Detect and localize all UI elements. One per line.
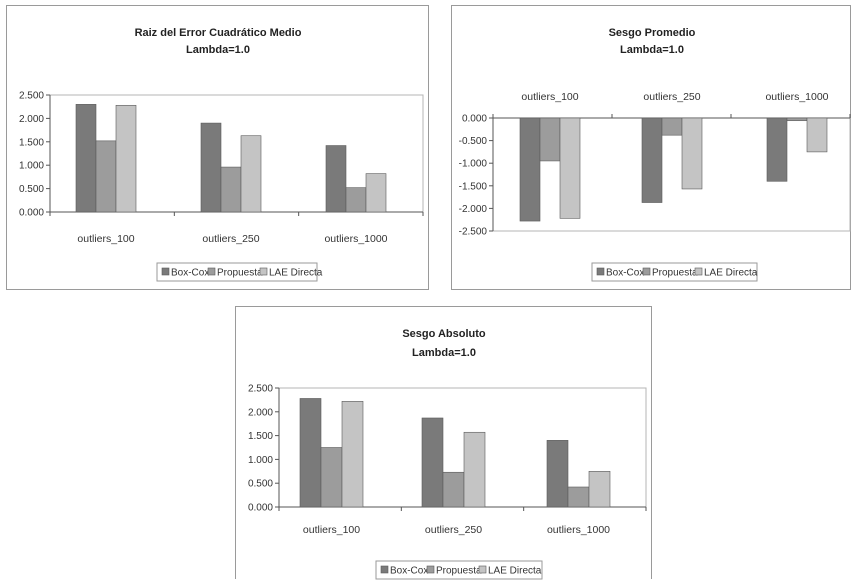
x-tick-label: outliers_1000 (547, 524, 610, 536)
y-tick-label: -2.000 (459, 204, 488, 215)
y-tick-label: 2.500 (19, 91, 44, 102)
y-tick-label: 1.500 (19, 137, 44, 148)
y-tick-label: 2.000 (248, 407, 273, 418)
chart-sesgo-absoluto: Sesgo Absoluto Lambda=1.0 2.500 2.000 1.50… (248, 328, 647, 580)
legend-swatch (694, 267, 703, 276)
bar-box-cox (325, 145, 347, 213)
legend-label: LAE Directa (269, 268, 323, 279)
legend-swatch (207, 267, 216, 276)
bar-box-cox (546, 440, 569, 508)
y-tick-label: 0.000 (462, 114, 487, 125)
bar-propuesta (786, 117, 808, 122)
bar-box-cox (766, 117, 788, 182)
y-tick-label: -1.500 (459, 181, 488, 192)
chart-subtitle: Lambda=1.0 (412, 347, 476, 359)
bar-propuesta (442, 471, 465, 508)
y-tick-label: 0.500 (19, 184, 44, 195)
bar-lae-directa (559, 117, 581, 219)
y-tick-label: 1.000 (19, 161, 44, 172)
legend-label: LAE Directa (488, 566, 542, 577)
y-tick-label: 2.000 (19, 114, 44, 125)
chart-title: Raiz del Error Cuadrático Medio (135, 27, 302, 39)
legend-label: Box-Cox (606, 268, 644, 279)
bar-lae-directa (463, 431, 486, 508)
bar-lae-directa (806, 117, 828, 153)
y-tick-label: 1.000 (248, 455, 273, 466)
y-tick-label: 0.000 (248, 503, 273, 514)
bar-box-cox (200, 122, 222, 213)
bar-box-cox (75, 104, 97, 213)
legend-swatch (161, 267, 170, 276)
bar-lae-directa (341, 401, 364, 508)
x-tick-label: outliers_250 (425, 524, 482, 536)
bar-box-cox (519, 117, 541, 222)
legend-swatch (478, 565, 487, 574)
bar-lae-directa (365, 173, 387, 213)
bar-lae-directa (115, 104, 137, 213)
bar-propuesta (661, 117, 683, 136)
chart-panel-sesgo-promedio: Sesgo Promedio Lambda=1.0 0.000 -0.500 -1.… (451, 5, 851, 290)
bar-lae-directa (588, 471, 611, 508)
legend-label: LAE Directa (704, 268, 758, 279)
legend-label: Propuesta (436, 566, 482, 577)
x-tick-label: outliers_100 (303, 524, 360, 536)
bar-lae-directa (240, 135, 262, 213)
legend-swatch (380, 565, 389, 574)
y-tick-label: -0.500 (459, 136, 488, 147)
legend-label: Box-Cox (390, 566, 428, 577)
chart-subtitle: Lambda=1.0 (620, 44, 684, 56)
chart-title: Sesgo Promedio (609, 27, 696, 39)
y-tick-label: 0.000 (19, 208, 44, 219)
legend-swatch (596, 267, 605, 276)
legend (156, 262, 318, 282)
chart-sesgo-promedio: Sesgo Promedio Lambda=1.0 0.000 -0.500 -1.… (459, 27, 851, 282)
bar-propuesta (320, 447, 343, 508)
y-tick-label: 2.500 (248, 384, 273, 395)
legend-label: Propuesta (652, 268, 698, 279)
chart-title: Sesgo Absoluto (402, 328, 486, 340)
chart-panel-rmse: Raiz del Error Cuadrático Medio Lambda=1… (6, 5, 429, 290)
x-tick-label: outliers_250 (643, 91, 700, 103)
bar-propuesta (567, 486, 590, 508)
x-tick-label: outliers_250 (202, 233, 259, 245)
bar-propuesta (95, 140, 117, 213)
legend-label: Box-Cox (171, 268, 209, 279)
bar-box-cox (299, 398, 322, 508)
bar-propuesta (345, 187, 367, 213)
y-tick-label: 1.500 (248, 431, 273, 442)
y-tick-label: -2.500 (459, 227, 488, 238)
x-tick-label: outliers_1000 (765, 91, 828, 103)
bar-box-cox (641, 117, 663, 203)
legend-swatch (426, 565, 435, 574)
bar-propuesta (539, 117, 561, 162)
legend-swatch (642, 267, 651, 276)
legend-label: Propuesta (217, 268, 263, 279)
x-tick-label: outliers_100 (77, 233, 134, 245)
legend-swatch (259, 267, 268, 276)
bar-propuesta (220, 166, 242, 213)
chart-rmse: Raiz del Error Cuadrático Medio Lambda=1… (19, 27, 424, 282)
y-tick-label: -1.000 (459, 159, 488, 170)
x-tick-label: outliers_100 (521, 91, 578, 103)
y-tick-label: 0.500 (248, 479, 273, 490)
chart-panel-sesgo-absoluto: Sesgo Absoluto Lambda=1.0 2.500 2.000 1.50… (235, 306, 652, 580)
bar-box-cox (421, 417, 444, 508)
legend (591, 262, 758, 282)
chart-subtitle: Lambda=1.0 (186, 44, 250, 56)
x-tick-label: outliers_1000 (324, 233, 387, 245)
bar-lae-directa (681, 117, 703, 190)
